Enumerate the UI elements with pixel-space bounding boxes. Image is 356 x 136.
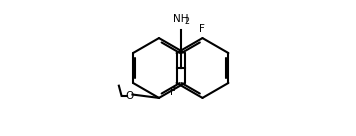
Text: O: O bbox=[126, 91, 134, 101]
Text: F: F bbox=[199, 24, 205, 34]
Text: F: F bbox=[169, 87, 176, 97]
Text: NH: NH bbox=[173, 14, 188, 24]
Text: 2: 2 bbox=[184, 17, 189, 26]
